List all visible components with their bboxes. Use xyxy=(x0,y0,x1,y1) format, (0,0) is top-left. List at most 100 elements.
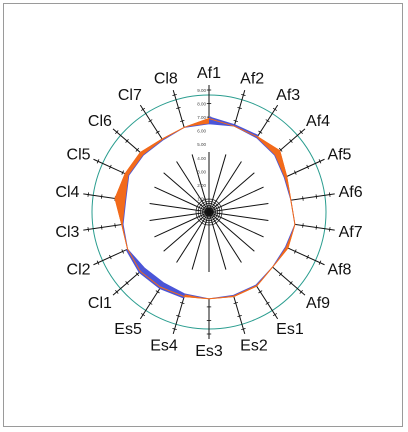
axis-label-es1: Es1 xyxy=(276,321,304,338)
axis-tick xyxy=(180,302,185,305)
axis-label-cl5: Cl5 xyxy=(67,146,91,163)
axis-tick xyxy=(148,119,153,123)
center-ring xyxy=(195,198,223,226)
axis-tick xyxy=(302,196,304,201)
axis-tick xyxy=(115,289,119,294)
axis-spoke-inner xyxy=(191,211,210,270)
axis-tick xyxy=(241,93,246,96)
axis-label-cl2: Cl2 xyxy=(67,262,91,279)
axis-label-es2: Es2 xyxy=(240,337,268,354)
axis-tick xyxy=(180,119,185,122)
axis-tick xyxy=(329,192,331,197)
axis-tick xyxy=(299,289,303,294)
axis-tick xyxy=(315,225,318,230)
r-tick-label: 3.00 xyxy=(197,169,206,174)
axis-tick xyxy=(278,147,283,152)
axis-tick xyxy=(140,107,146,111)
axis-label-af1: Af1 xyxy=(197,65,221,82)
axis-label-cl3: Cl3 xyxy=(55,224,79,241)
axis-tick xyxy=(155,130,160,134)
axis-label-cl8: Cl8 xyxy=(154,71,178,88)
center-ring xyxy=(202,205,216,219)
axis-tick xyxy=(125,281,129,285)
axis-tick xyxy=(294,249,297,254)
axis-tick xyxy=(306,164,309,170)
axis-tick xyxy=(155,290,160,294)
series-1-line xyxy=(114,117,296,300)
r-tick-label: 8.00 xyxy=(197,102,206,107)
axis-spoke-inner xyxy=(208,211,227,270)
axis-tick xyxy=(125,139,129,143)
axis-tick xyxy=(272,107,278,111)
axis-spoke-inner xyxy=(154,186,210,213)
axis-spoke-inner xyxy=(208,161,242,213)
axis-tick xyxy=(306,254,309,260)
axis-spoke-inner xyxy=(154,211,210,238)
axis-spoke-inner xyxy=(208,186,264,213)
axis-label-cl6: Cl6 xyxy=(88,113,112,130)
axis-tick xyxy=(289,281,293,285)
axis-label-af6: Af6 xyxy=(339,184,363,201)
axis-label-cl7: Cl7 xyxy=(118,87,142,104)
axis-spoke-inner xyxy=(176,161,210,213)
axis-tick xyxy=(96,260,100,265)
axis-label-af7: Af7 xyxy=(339,224,363,241)
axis-tick xyxy=(241,328,246,331)
axis-tick xyxy=(265,119,270,123)
axis-tick xyxy=(258,290,263,294)
axis-tick xyxy=(237,106,242,109)
axis-label-es3: Es3 xyxy=(195,343,223,360)
axis-tick xyxy=(100,194,103,199)
center-ring xyxy=(197,200,221,224)
axis-tick xyxy=(115,130,119,135)
axis-tick xyxy=(87,227,89,232)
axis-tick xyxy=(265,301,270,305)
axis-tick xyxy=(109,254,112,260)
axis-tick xyxy=(237,315,242,318)
axis-spoke-inner xyxy=(208,211,269,222)
axis-label-es4: Es4 xyxy=(150,337,178,354)
r-tick-label: 7.00 xyxy=(197,115,206,120)
center-dot xyxy=(206,209,212,215)
axis-tick xyxy=(315,194,318,199)
axis-tick xyxy=(87,192,89,197)
axis-tick xyxy=(278,272,283,277)
axis-spoke-inner xyxy=(208,202,269,213)
axis-spoke-inner xyxy=(163,211,210,252)
axis-spoke-inner xyxy=(176,211,210,263)
axis-tick xyxy=(172,93,177,96)
axis-tick xyxy=(272,313,278,317)
axis-tick xyxy=(233,119,238,122)
axis-spoke-inner xyxy=(208,154,227,213)
axis-label-af2: Af2 xyxy=(240,71,264,88)
axis-label-af5: Af5 xyxy=(327,146,351,163)
axis-tick xyxy=(176,315,181,318)
axis-tick xyxy=(114,223,116,228)
axis-label-af9: Af9 xyxy=(306,295,330,312)
r-tick-label: 6.00 xyxy=(197,129,206,134)
series-below-band xyxy=(138,267,164,289)
axis-tick xyxy=(302,223,304,228)
axis-tick xyxy=(140,313,146,317)
r-tick-label: 4.00 xyxy=(197,156,206,161)
axis-label-af3: Af3 xyxy=(276,87,300,104)
axis-tick xyxy=(96,159,100,164)
axis-tick xyxy=(176,106,181,109)
r-tick-label: 9.00 xyxy=(197,88,206,93)
axis-tick xyxy=(318,159,322,164)
axis-tick xyxy=(318,260,322,265)
axis-tick xyxy=(299,130,303,135)
center-ring xyxy=(204,207,214,217)
axis-tick xyxy=(135,147,140,152)
center-ring xyxy=(200,203,218,221)
axis-tick xyxy=(289,139,293,143)
axis-tick xyxy=(109,164,112,170)
axis-label-af8: Af8 xyxy=(327,262,351,279)
axis-spoke-inner xyxy=(208,211,264,238)
axis-tick xyxy=(100,225,103,230)
axis-label-cl1: Cl1 xyxy=(88,295,112,312)
axis-label-es5: Es5 xyxy=(114,321,142,338)
axis-tick xyxy=(172,328,177,331)
axis-spoke-inner xyxy=(149,202,210,213)
